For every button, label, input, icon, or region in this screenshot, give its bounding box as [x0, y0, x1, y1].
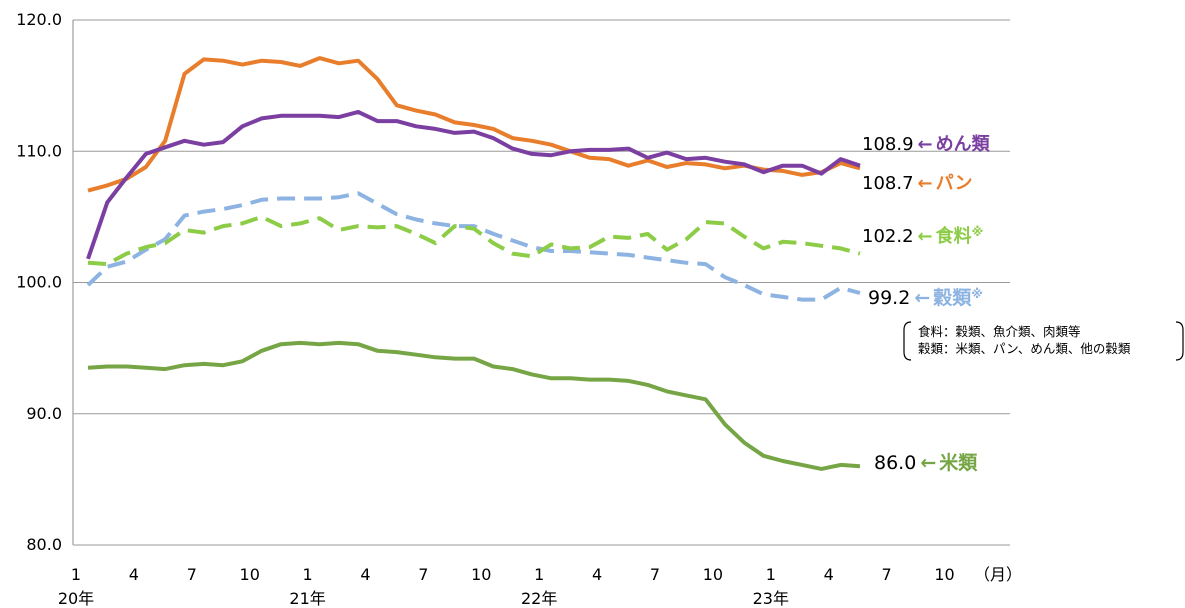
- arrow-glyph: ←: [918, 226, 933, 247]
- series-name: 穀類: [933, 287, 972, 309]
- series-end-label: 86.0 ← 米類: [874, 451, 978, 474]
- series-line: [87, 214, 861, 267]
- y-axis-tick-labels: 80.0 90.0 100.0 110.0 120.0: [16, 10, 62, 554]
- series-line: [86, 191, 861, 302]
- arrow-glyph: ←: [914, 287, 930, 309]
- arrow-glyph: ←: [920, 452, 936, 474]
- series-name: パン: [936, 173, 973, 194]
- note-line: 穀類：米類、パン、めん類、他の穀類: [918, 341, 1131, 356]
- x-tick-label: 10: [703, 565, 723, 584]
- note-bracket-right: [1175, 321, 1184, 361]
- x-tick-label: 10: [471, 565, 491, 584]
- y-tick-label: 80.0: [26, 535, 62, 554]
- x-tick-label: 7: [418, 565, 428, 584]
- x-tick-label: 7: [187, 565, 197, 584]
- series-end-value: 108.7: [862, 173, 914, 194]
- y-tick-label: 120.0: [16, 10, 62, 29]
- series-end-label: 102.2 ← 食料※: [862, 225, 983, 247]
- x-unit-label: （月）: [974, 565, 1022, 584]
- x-axis-year-labels: 20年 21年 22年 23年: [58, 589, 789, 608]
- note-line: 食料：穀類、魚介類、肉類等: [918, 324, 1081, 339]
- arrow-glyph: ←: [918, 173, 933, 194]
- x-tick-label: 10: [934, 565, 954, 584]
- x-tick-label: 1: [303, 565, 313, 584]
- series-end-label: 108.9 ← めん類: [862, 134, 991, 155]
- x-year-label: 22年: [521, 589, 557, 608]
- x-tick-label: 1: [71, 565, 81, 584]
- x-year-label: 23年: [753, 589, 789, 608]
- x-tick-label: 4: [592, 565, 602, 584]
- series-end-label: 99.2 ← 穀類※: [868, 287, 983, 309]
- y-tick-label: 110.0: [16, 141, 62, 160]
- arrow-glyph: ←: [918, 134, 933, 155]
- y-tick-label: 100.0: [16, 273, 62, 292]
- series-end-value: 102.2: [862, 226, 914, 247]
- x-axis-tick-labels: 1 4 7 10 1 4 7 10 1 4 7 10 1 4 7 10 （月）: [71, 565, 1022, 584]
- series-line: [86, 109, 861, 260]
- x-tick-label: 10: [240, 565, 260, 584]
- x-tick-label: 4: [360, 565, 370, 584]
- series-name: 米類: [939, 451, 978, 474]
- x-year-label: 21年: [289, 589, 325, 608]
- series-end-value: 108.9: [862, 134, 914, 155]
- y-tick-label: 90.0: [26, 404, 62, 423]
- series-line: [87, 340, 861, 471]
- series-end-value: 86.0: [874, 452, 916, 474]
- x-tick-label: 1: [534, 565, 544, 584]
- gridlines: [72, 19, 1010, 546]
- x-tick-label: 7: [882, 565, 892, 584]
- x-year-label: 20年: [58, 589, 94, 608]
- x-tick-label: 1: [766, 565, 776, 584]
- series-name: 食料: [935, 225, 972, 247]
- series-line: [87, 56, 861, 193]
- x-tick-label: 4: [824, 565, 834, 584]
- note-bracket-left: [903, 321, 912, 361]
- series-lines: [86, 56, 861, 471]
- series-end-value: 99.2: [868, 287, 910, 309]
- series-marker: ※: [972, 225, 984, 239]
- series-name: めん類: [936, 134, 991, 155]
- x-tick-label: 4: [129, 565, 139, 584]
- x-tick-label: 7: [650, 565, 660, 584]
- series-marker: ※: [971, 287, 983, 301]
- series-end-label: 108.7 ← パン: [862, 173, 973, 194]
